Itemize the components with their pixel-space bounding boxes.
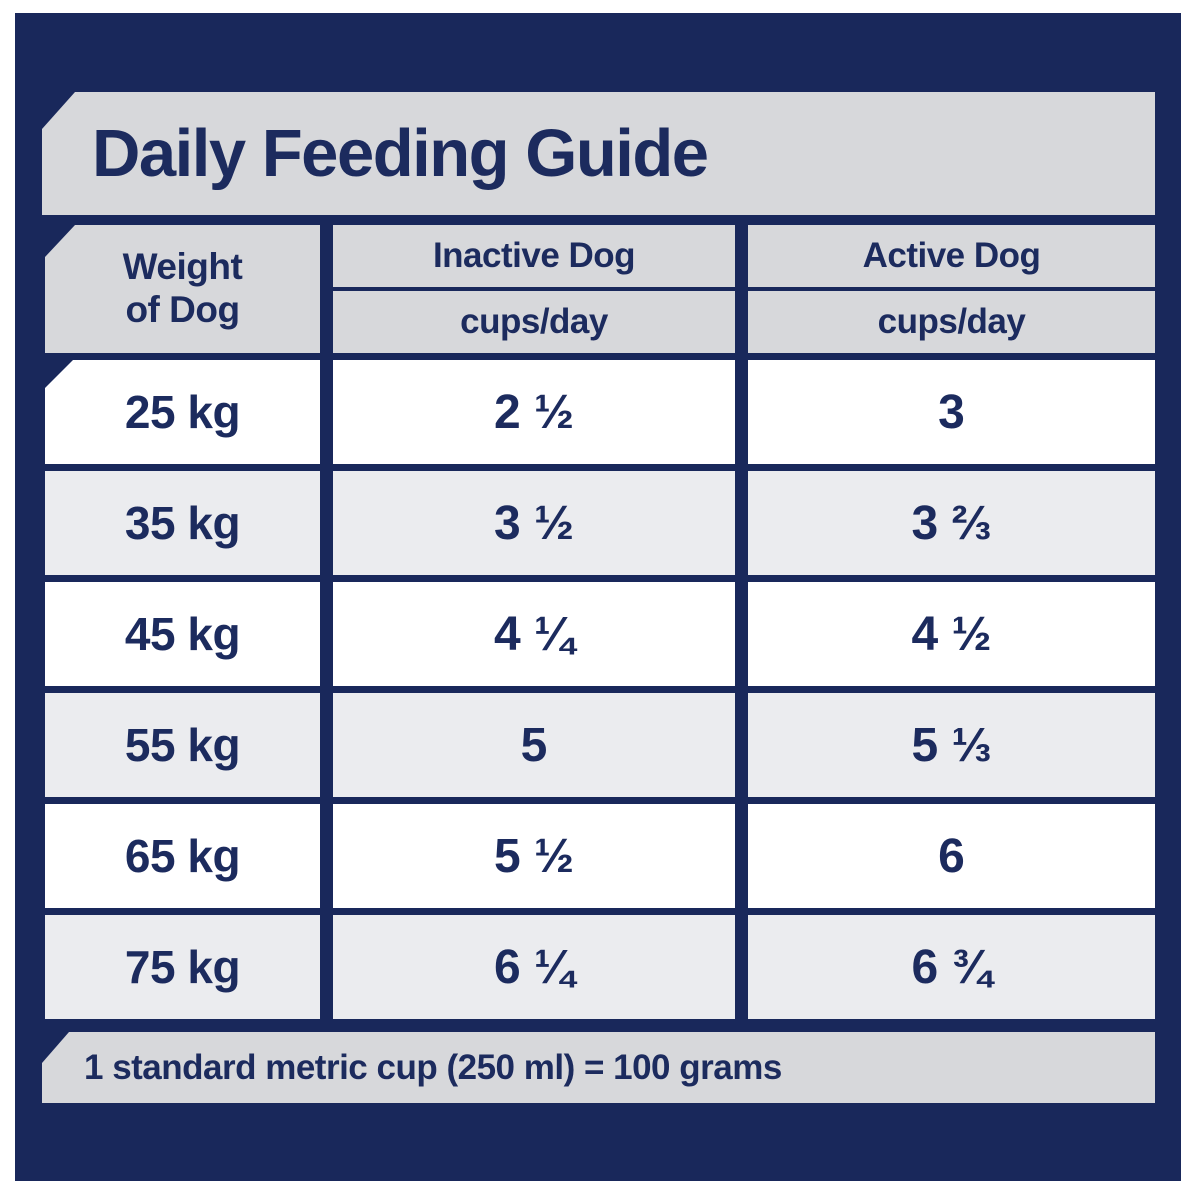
weight-cell: 65 kg [45, 804, 320, 908]
weight-cell: 55 kg [45, 693, 320, 797]
inactive-value-cell: 6 ¼ [333, 915, 735, 1019]
active-value-cell: 4 ½ [748, 582, 1155, 686]
page-title: Daily Feeding Guide [92, 116, 709, 191]
column-sublabel-active: cups/day [877, 302, 1026, 341]
feeding-table: Weight of Dog Inactive Dog cups/day Acti… [45, 225, 1155, 1019]
inactive-value-cell: 2 ½ [333, 360, 735, 464]
active-value-cell: 3 [748, 360, 1155, 464]
header-divider [333, 287, 735, 291]
header-inactive-cell: Inactive Dog cups/day [333, 225, 735, 353]
inactive-value-cell: 5 [333, 693, 735, 797]
column-sublabel-inactive: cups/day [460, 302, 608, 341]
weight-cell: 35 kg [45, 471, 320, 575]
weight-cell: 75 kg [45, 915, 320, 1019]
active-value-cell: 6 ¾ [748, 915, 1155, 1019]
footer-note: 1 standard metric cup (250 ml) = 100 gra… [84, 1047, 782, 1087]
weight-cell: 25 kg [45, 360, 320, 464]
header-divider [748, 287, 1155, 291]
title-banner: Daily Feeding Guide [42, 92, 1155, 215]
inactive-value-cell: 5 ½ [333, 804, 735, 908]
weight-header-line1: Weight [122, 246, 243, 288]
header-weight-cell: Weight of Dog [45, 225, 320, 353]
active-value-cell: 5 ⅓ [748, 693, 1155, 797]
column-label-active: Active Dog [862, 236, 1041, 275]
header-active-cell: Active Dog cups/day [748, 225, 1155, 353]
inactive-value-cell: 3 ½ [333, 471, 735, 575]
weight-cell: 45 kg [45, 582, 320, 686]
active-value-cell: 6 [748, 804, 1155, 908]
weight-header-line2: of Dog [125, 289, 240, 330]
footer-note-bar: 1 standard metric cup (250 ml) = 100 gra… [42, 1032, 1155, 1103]
inactive-value-cell: 4 ¼ [333, 582, 735, 686]
column-label-inactive: Inactive Dog [432, 236, 636, 275]
active-value-cell: 3 ⅔ [748, 471, 1155, 575]
